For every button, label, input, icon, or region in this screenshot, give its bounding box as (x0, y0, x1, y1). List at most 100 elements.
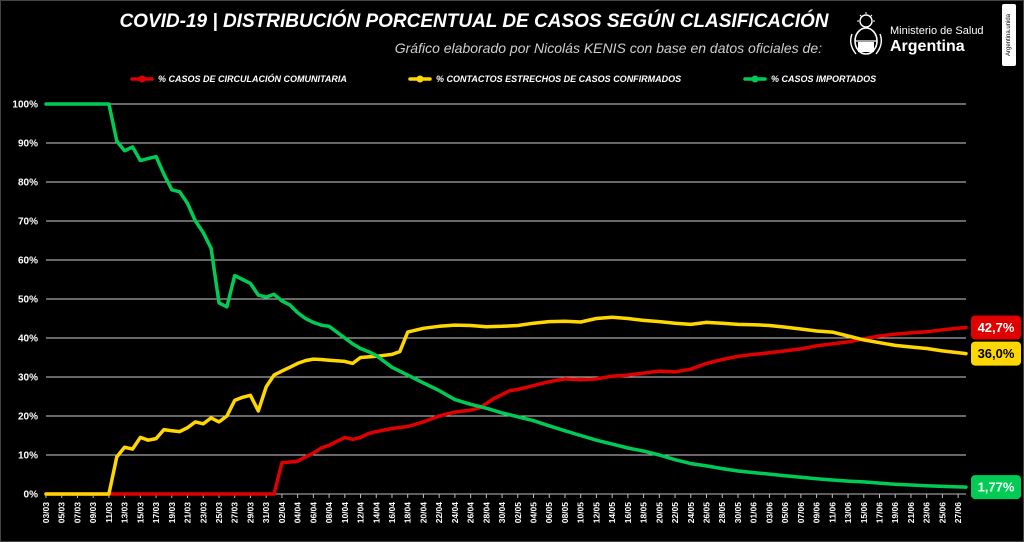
legend-marker (416, 75, 424, 83)
x-tick-label: 08/04 (324, 502, 334, 524)
x-tick-label: 10/04 (340, 502, 350, 524)
legend-marker (751, 75, 759, 83)
x-tick-label: 19/03 (167, 502, 177, 524)
argentina-coat-of-arms-icon (849, 12, 883, 55)
x-tick-label: 09/06 (812, 502, 822, 524)
x-tick-label: 07/06 (796, 502, 806, 524)
y-tick-label: 10% (18, 451, 38, 462)
gridlines (46, 103, 966, 495)
x-tick-label: 22/04 (434, 502, 444, 524)
ministry-logo: Ministerio de Salud Argentina (846, 12, 986, 64)
x-tick-label: 03/03 (41, 502, 51, 524)
x-tick-label: 23/06 (922, 502, 932, 524)
x-tick-label: 08/05 (560, 502, 570, 524)
x-tick-label: 29/03 (245, 502, 255, 524)
end-label-box (971, 315, 1021, 340)
x-tick-label: 14/05 (607, 502, 617, 524)
country-name: Argentina (890, 38, 965, 55)
x-tick-label: 18/04 (403, 502, 413, 524)
x-tick-label: 02/05 (513, 502, 523, 524)
x-tick-label: 04/04 (293, 502, 303, 524)
x-tick-label: 24/04 (450, 502, 460, 524)
series-line (44, 102, 968, 489)
legend-label: % CASOS DE CIRCULACIÓN COMUNITARIA (158, 73, 347, 84)
end-value-label: 42,7% (978, 320, 1015, 335)
legend-label: % CASOS IMPORTADOS (771, 74, 876, 84)
x-tick-label: 17/03 (151, 502, 161, 524)
x-tick-label: 21/06 (906, 502, 916, 524)
x-tick-label: 20/05 (654, 502, 664, 524)
end-value-label: 1,77% (978, 480, 1015, 495)
y-tick-label: 70% (18, 217, 38, 228)
ministry-name: Ministerio de Salud (890, 25, 984, 37)
series-lines (44, 102, 968, 496)
end-value-label: 36,0% (978, 346, 1015, 361)
x-tick-label: 15/03 (135, 502, 145, 524)
x-tick-label: 05/03 (57, 502, 67, 524)
x-tick-label: 26/05 (702, 502, 712, 524)
y-tick-label: 0% (24, 490, 39, 501)
y-tick-label: 90% (18, 139, 38, 150)
x-tick-label: 30/05 (733, 502, 743, 524)
x-tick-label: 17/06 (875, 502, 885, 524)
argentina-unida-badge: Argentina.unida (1002, 4, 1016, 66)
x-tick-label: 26/04 (466, 502, 476, 524)
x-tick-label: 31/03 (261, 502, 271, 524)
x-tick-label: 11/03 (104, 502, 114, 523)
x-tick-label: 19/06 (890, 502, 900, 524)
x-tick-label: 18/05 (639, 502, 649, 524)
x-tick-label: 28/05 (717, 502, 727, 524)
x-tick-label: 13/03 (120, 502, 130, 524)
end-label-box (971, 475, 1021, 500)
end-label-box (971, 341, 1021, 366)
x-tick-label: 27/06 (953, 502, 963, 524)
x-tick-label: 25/03 (214, 502, 224, 524)
y-axis-ticks: 0% 10% 20% 30% 40% 50% 60% 70% 80% 90% 100% (12, 100, 38, 501)
legend-marker (138, 75, 146, 83)
y-tick-label: 80% (18, 178, 38, 189)
y-tick-label: 20% (18, 412, 38, 423)
badge-text: Argentina.unida (1006, 13, 1012, 57)
x-tick-label: 06/05 (544, 502, 554, 524)
chart-title: COVID-19 | DISTRIBUCIÓN PORCENTUAL DE CA… (119, 11, 829, 32)
x-tick-label: 15/06 (859, 502, 869, 524)
x-tick-label: 04/05 (529, 502, 539, 524)
series-line (44, 315, 968, 496)
x-tick-label: 22/05 (670, 502, 680, 524)
y-tick-label: 100% (12, 100, 38, 111)
series-line (44, 325, 968, 496)
x-tick-label: 13/06 (843, 502, 853, 524)
end-value-labels: 42,7% 36,0% 1,77% (971, 315, 1021, 500)
x-tick-label: 11/06 (827, 502, 837, 523)
x-tick-label: 21/03 (183, 502, 193, 524)
y-tick-label: 50% (18, 295, 38, 306)
y-tick-label: 60% (18, 256, 38, 267)
x-tick-label: 09/03 (88, 502, 98, 524)
x-tick-label: 03/06 (764, 502, 774, 524)
x-tick-label: 10/05 (576, 502, 586, 524)
x-tick-label: 25/06 (937, 502, 947, 524)
x-tick-label: 12/05 (591, 502, 601, 524)
x-tick-label: 06/04 (308, 502, 318, 524)
y-tick-label: 30% (18, 373, 38, 384)
x-tick-label: 28/04 (481, 502, 491, 524)
x-tick-label: 14/04 (371, 502, 381, 524)
chart-subtitle: Gráfico elaborado por Nicolás KENIS con … (394, 40, 822, 56)
x-tick-label: 05/06 (780, 502, 790, 524)
x-tick-label: 16/04 (387, 502, 397, 524)
x-tick-label: 02/04 (277, 502, 287, 524)
x-tick-label: 30/04 (497, 502, 507, 524)
x-axis-ticks: 03/03 05/03 07/03 09/03 11/03 13/03 15/03 17/03… (41, 494, 963, 523)
legend-label: % CONTACTOS ESTRECHOS DE CASOS CONFIRMAD… (436, 74, 681, 84)
x-tick-label: 07/03 (72, 502, 82, 524)
x-tick-label: 16/05 (623, 502, 633, 524)
x-tick-label: 27/03 (230, 502, 240, 524)
x-tick-label: 01/06 (749, 502, 759, 524)
x-tick-label: 24/05 (686, 502, 696, 524)
x-tick-label: 12/04 (356, 502, 366, 524)
y-tick-label: 40% (18, 334, 38, 345)
x-tick-label: 20/04 (418, 502, 428, 524)
legend: % CASOS DE CIRCULACIÓN COMUNITARIA % CONT… (130, 73, 876, 84)
x-tick-label: 23/03 (198, 502, 208, 524)
